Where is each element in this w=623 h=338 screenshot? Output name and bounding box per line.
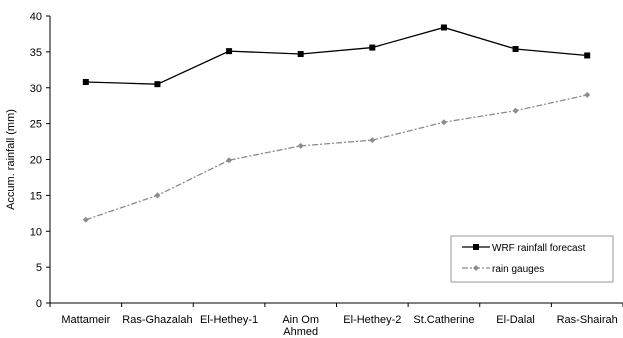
- y-tick-label-3: 15: [30, 190, 42, 202]
- data-point-0-6: [512, 46, 519, 53]
- data-point-0-7: [584, 52, 591, 59]
- x-category-label-line: St.Catherine: [413, 314, 474, 326]
- y-tick-label-2: 10: [30, 226, 42, 238]
- series-line-1: [85, 94, 588, 221]
- data-point-0-0: [82, 79, 89, 86]
- legend-marker-0: [473, 244, 479, 250]
- data-point-1-3: [297, 142, 304, 149]
- x-category-label-line: Ras-Ghazalah: [122, 314, 192, 326]
- legend-entry-1: rain gauges: [462, 264, 544, 275]
- series-0: [82, 24, 591, 88]
- y-tick-label-5: 25: [30, 119, 42, 131]
- series-layer: [82, 24, 591, 223]
- y-tick-label-0: 0: [36, 298, 42, 310]
- x-category-label-2: El-Hethey-1: [200, 314, 258, 326]
- legend-marker-1: [473, 265, 479, 271]
- x-category-label-1: Ras-Ghazalah: [122, 314, 192, 326]
- y-axis-title: Accum. rainfall (mm): [5, 109, 17, 210]
- y-tick-label-6: 30: [30, 83, 42, 95]
- data-point-0-4: [369, 44, 376, 51]
- x-category-label-3: Ain Om Ahmed: [282, 314, 319, 338]
- x-category-label-line: Ras-Shairah: [557, 314, 618, 326]
- data-point-1-2: [226, 157, 233, 164]
- legend-label-0: WRF rainfall forecast: [492, 243, 586, 254]
- x-category-label-line: El-Hethey-2: [343, 314, 401, 326]
- data-point-1-7: [584, 91, 591, 98]
- data-point-0-3: [297, 51, 304, 58]
- data-point-1-5: [440, 119, 447, 126]
- x-category-label-line: El-Hethey-1: [200, 314, 258, 326]
- data-point-0-5: [440, 24, 447, 31]
- data-point-1-0: [82, 216, 89, 223]
- legend-box: [450, 235, 614, 283]
- y-tick-label-1: 5: [36, 262, 42, 274]
- y-tick-label-7: 35: [30, 47, 42, 59]
- y-tick-label-4: 20: [30, 155, 42, 167]
- data-point-0-2: [226, 48, 233, 55]
- series-line-0: [85, 26, 588, 85]
- x-category-label-line: El-Dalal: [496, 314, 535, 326]
- x-category-label-line: Ain Om: [282, 314, 319, 326]
- data-point-1-6: [512, 107, 519, 114]
- x-category-label-4: El-Hethey-2: [343, 314, 401, 326]
- y-tick-label-8: 40: [30, 11, 42, 23]
- legend-label-1: rain gauges: [492, 264, 544, 275]
- data-point-1-4: [369, 137, 376, 144]
- data-point-0-1: [154, 81, 161, 88]
- series-1: [82, 91, 591, 223]
- x-category-label-line: Mattameir: [61, 314, 110, 326]
- x-category-label-0: Mattameir: [61, 314, 110, 326]
- x-category-label-line: Ahmed: [283, 326, 318, 338]
- x-category-label-6: El-Dalal: [496, 314, 535, 326]
- x-category-label-7: Ras-Shairah: [557, 314, 618, 326]
- axes: 0 5 10 15 20 25 30 35 40 Mattameir Ras-Ghazalah El-…: [5, 11, 623, 338]
- legend: WRF rainfall forecast rain gauges: [450, 235, 614, 283]
- data-point-1-1: [154, 192, 161, 199]
- legend-entry-0: WRF rainfall forecast: [462, 243, 586, 254]
- x-category-label-5: St.Catherine: [413, 314, 474, 326]
